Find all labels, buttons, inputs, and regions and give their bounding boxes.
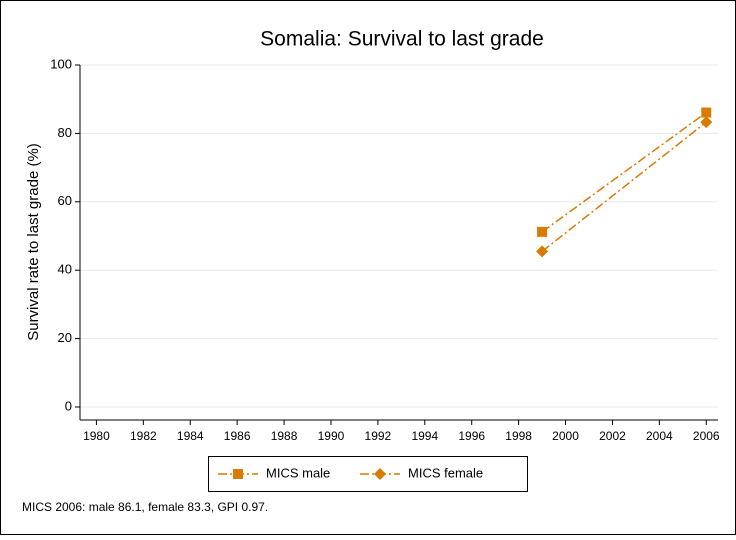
x-tick-label: 2004 bbox=[646, 429, 673, 443]
x-tick-label: 1980 bbox=[83, 429, 110, 443]
legend-label: MICS male bbox=[266, 465, 330, 480]
y-tick-label: 0 bbox=[65, 398, 72, 413]
legend-marker bbox=[233, 469, 243, 479]
y-tick-label: 20 bbox=[58, 330, 72, 345]
x-tick-label: 2002 bbox=[599, 429, 626, 443]
legend-marker bbox=[374, 468, 386, 480]
x-tick-label: 1998 bbox=[505, 429, 532, 443]
note: MICS 2006: male 86.1, female 83.3, GPI 0… bbox=[22, 500, 268, 514]
marker bbox=[537, 226, 548, 237]
x-tick-label: 2006 bbox=[693, 429, 720, 443]
y-tick-label: 100 bbox=[50, 56, 72, 71]
x-tick-label: 1994 bbox=[411, 429, 438, 443]
marker bbox=[700, 116, 713, 129]
x-tick-label: 1996 bbox=[458, 429, 485, 443]
marker bbox=[701, 107, 712, 118]
y-axis-label: Survival rate to last grade (%) bbox=[25, 143, 42, 341]
y-tick-label: 60 bbox=[58, 193, 72, 208]
series-line bbox=[541, 121, 707, 252]
y-tick-label: 80 bbox=[58, 125, 72, 140]
chart-title: Somalia: Survival to last grade bbox=[260, 28, 544, 51]
y-tick-label: 40 bbox=[58, 262, 72, 277]
x-tick-label: 2000 bbox=[552, 429, 579, 443]
x-tick-label: 1982 bbox=[130, 429, 157, 443]
x-tick-label: 1988 bbox=[271, 429, 298, 443]
x-tick-label: 1992 bbox=[365, 429, 392, 443]
x-tick-label: 1986 bbox=[224, 429, 251, 443]
legend-label: MICS female bbox=[408, 465, 483, 480]
x-tick-label: 1984 bbox=[177, 429, 204, 443]
x-tick-label: 1990 bbox=[318, 429, 345, 443]
marker bbox=[536, 245, 549, 258]
